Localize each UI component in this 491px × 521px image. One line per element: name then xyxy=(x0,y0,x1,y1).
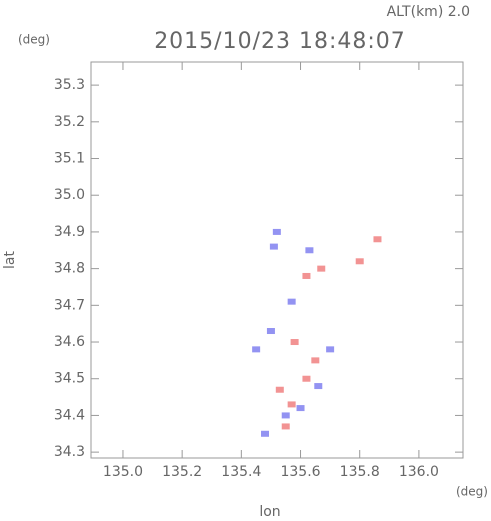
data-cell xyxy=(287,401,296,408)
y-tick-label: 34.8 xyxy=(54,261,85,277)
data-cell xyxy=(269,243,278,250)
x-tick-label: 135.6 xyxy=(280,464,320,480)
x-tick-label: 135.4 xyxy=(221,464,261,480)
data-cell xyxy=(317,265,326,272)
data-cell xyxy=(266,328,275,335)
data-cell xyxy=(275,386,284,393)
altitude-label: ALT(km) 2.0 xyxy=(387,4,470,20)
y-tick-label: 35.0 xyxy=(54,187,85,203)
chart-title: 2015/10/23 18:48:07 xyxy=(154,29,406,54)
data-cell xyxy=(296,405,305,412)
y-axis-label: lat xyxy=(2,251,18,269)
data-cell xyxy=(287,298,296,305)
data-cell xyxy=(311,357,320,364)
x-tick-label: 135.2 xyxy=(162,464,202,480)
y-tick-label: 34.6 xyxy=(54,334,85,350)
y-tick-label: 35.1 xyxy=(54,151,85,167)
data-cell xyxy=(305,247,314,254)
data-cell xyxy=(314,383,323,390)
x-unit: (deg) xyxy=(456,485,488,499)
y-tick-label: 34.9 xyxy=(54,224,85,240)
plot-frame xyxy=(90,61,464,459)
x-tick-label: 136.0 xyxy=(399,464,439,480)
data-cell xyxy=(302,375,311,382)
data-cell xyxy=(252,346,261,353)
y-tick-label: 35.2 xyxy=(54,114,85,130)
data-cell xyxy=(281,412,290,419)
y-unit: (deg) xyxy=(18,33,50,47)
data-cell xyxy=(302,272,311,279)
y-tick-label: 34.4 xyxy=(54,407,85,423)
x-tick-label: 135.0 xyxy=(103,464,143,480)
data-cell xyxy=(373,236,382,243)
y-tick-label: 34.7 xyxy=(54,297,85,313)
x-tick-label: 135.8 xyxy=(340,464,380,480)
data-cell xyxy=(261,430,270,437)
y-tick-label: 34.3 xyxy=(54,444,85,460)
data-cell xyxy=(355,258,364,265)
y-tick-label: 34.5 xyxy=(54,371,85,387)
y-tick-label: 35.3 xyxy=(54,77,85,93)
data-cell xyxy=(272,228,281,235)
data-cell xyxy=(290,339,299,346)
data-cell xyxy=(326,346,335,353)
x-axis-label: lon xyxy=(259,504,280,520)
data-cell xyxy=(281,423,290,430)
